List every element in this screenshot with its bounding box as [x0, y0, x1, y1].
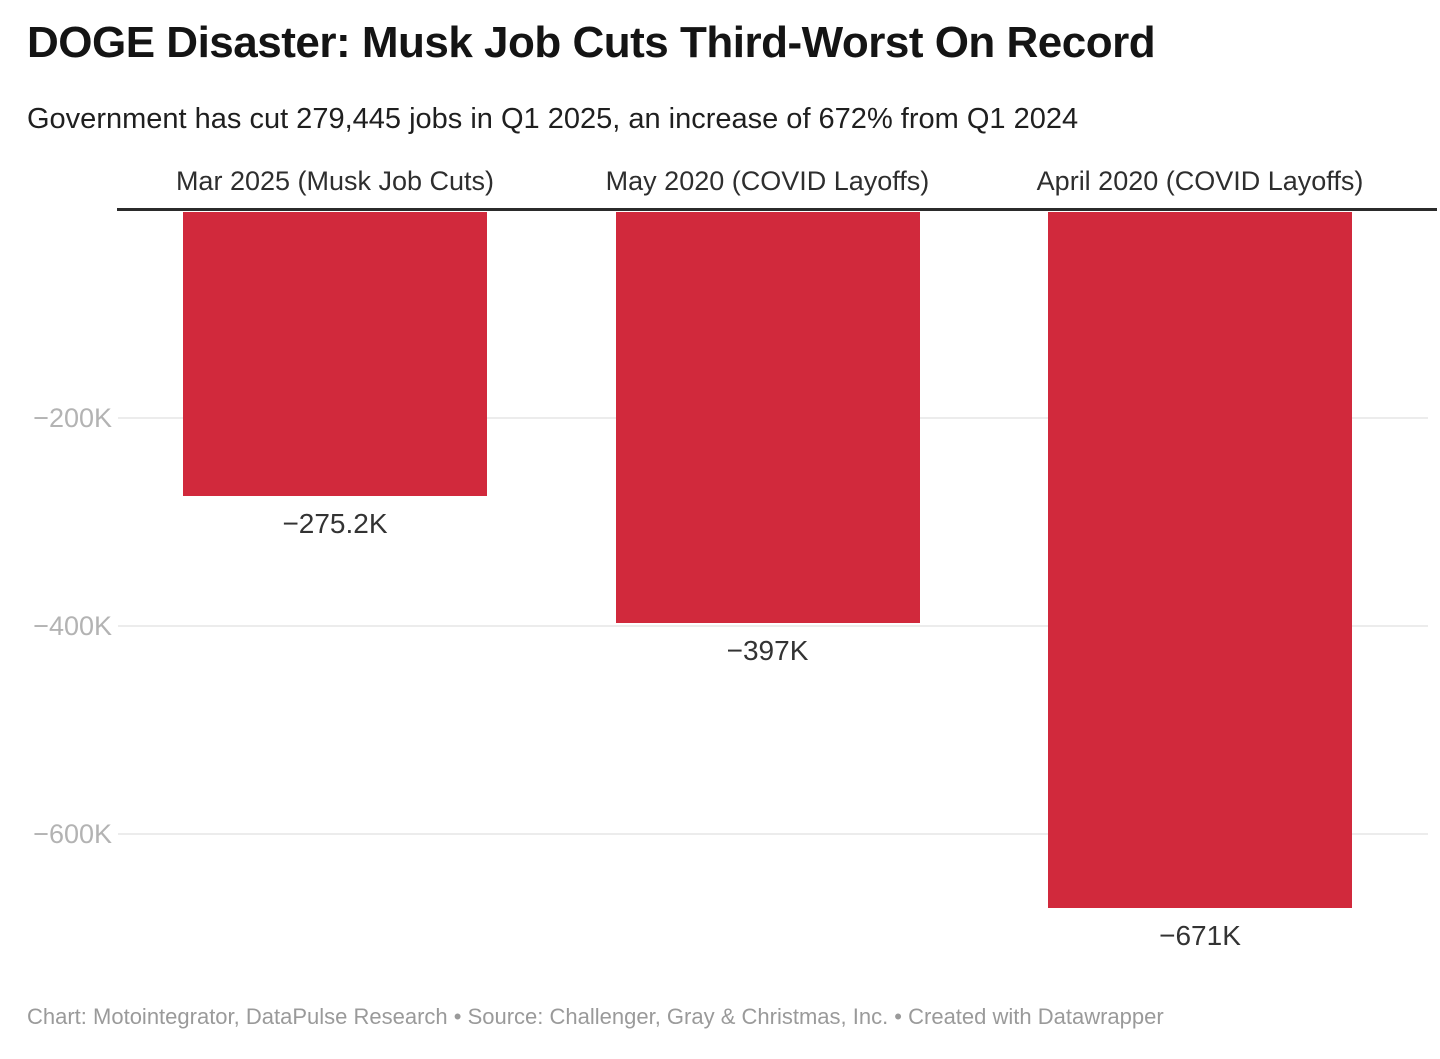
y-axis-tick-label: −600K [33, 819, 112, 849]
bar-column [615, 212, 920, 623]
y-gridline [118, 833, 1428, 835]
chart-footer: Chart: Motointegrator, DataPulse Researc… [27, 1004, 1164, 1029]
category-label: May 2020 (COVID Layoffs) [605, 166, 930, 196]
chart-subtitle: Government has cut 279,445 jobs in Q1 20… [27, 103, 1079, 135]
y-gridline [118, 625, 1428, 627]
y-axis-tick-label: −200K [33, 403, 112, 433]
bar-column [183, 212, 487, 497]
category-label: April 2020 (COVID Layoffs) [1036, 166, 1364, 196]
category-label: Mar 2025 (Musk Job Cuts) [175, 166, 495, 196]
y-axis-tick-label: −400K [33, 611, 112, 641]
value-label: −275.2K [282, 508, 388, 540]
plot-area: −200K −400K −600K Mar 2025 (Musk Job Cuts) −… [33, 166, 1437, 951]
chart-title: DOGE Disaster: Musk Job Cuts Third-Worst… [27, 18, 1156, 67]
value-label: −671K [1159, 919, 1241, 951]
zero-baseline [117, 208, 1437, 211]
value-label: −397K [726, 634, 809, 666]
bar-column [1048, 212, 1352, 908]
